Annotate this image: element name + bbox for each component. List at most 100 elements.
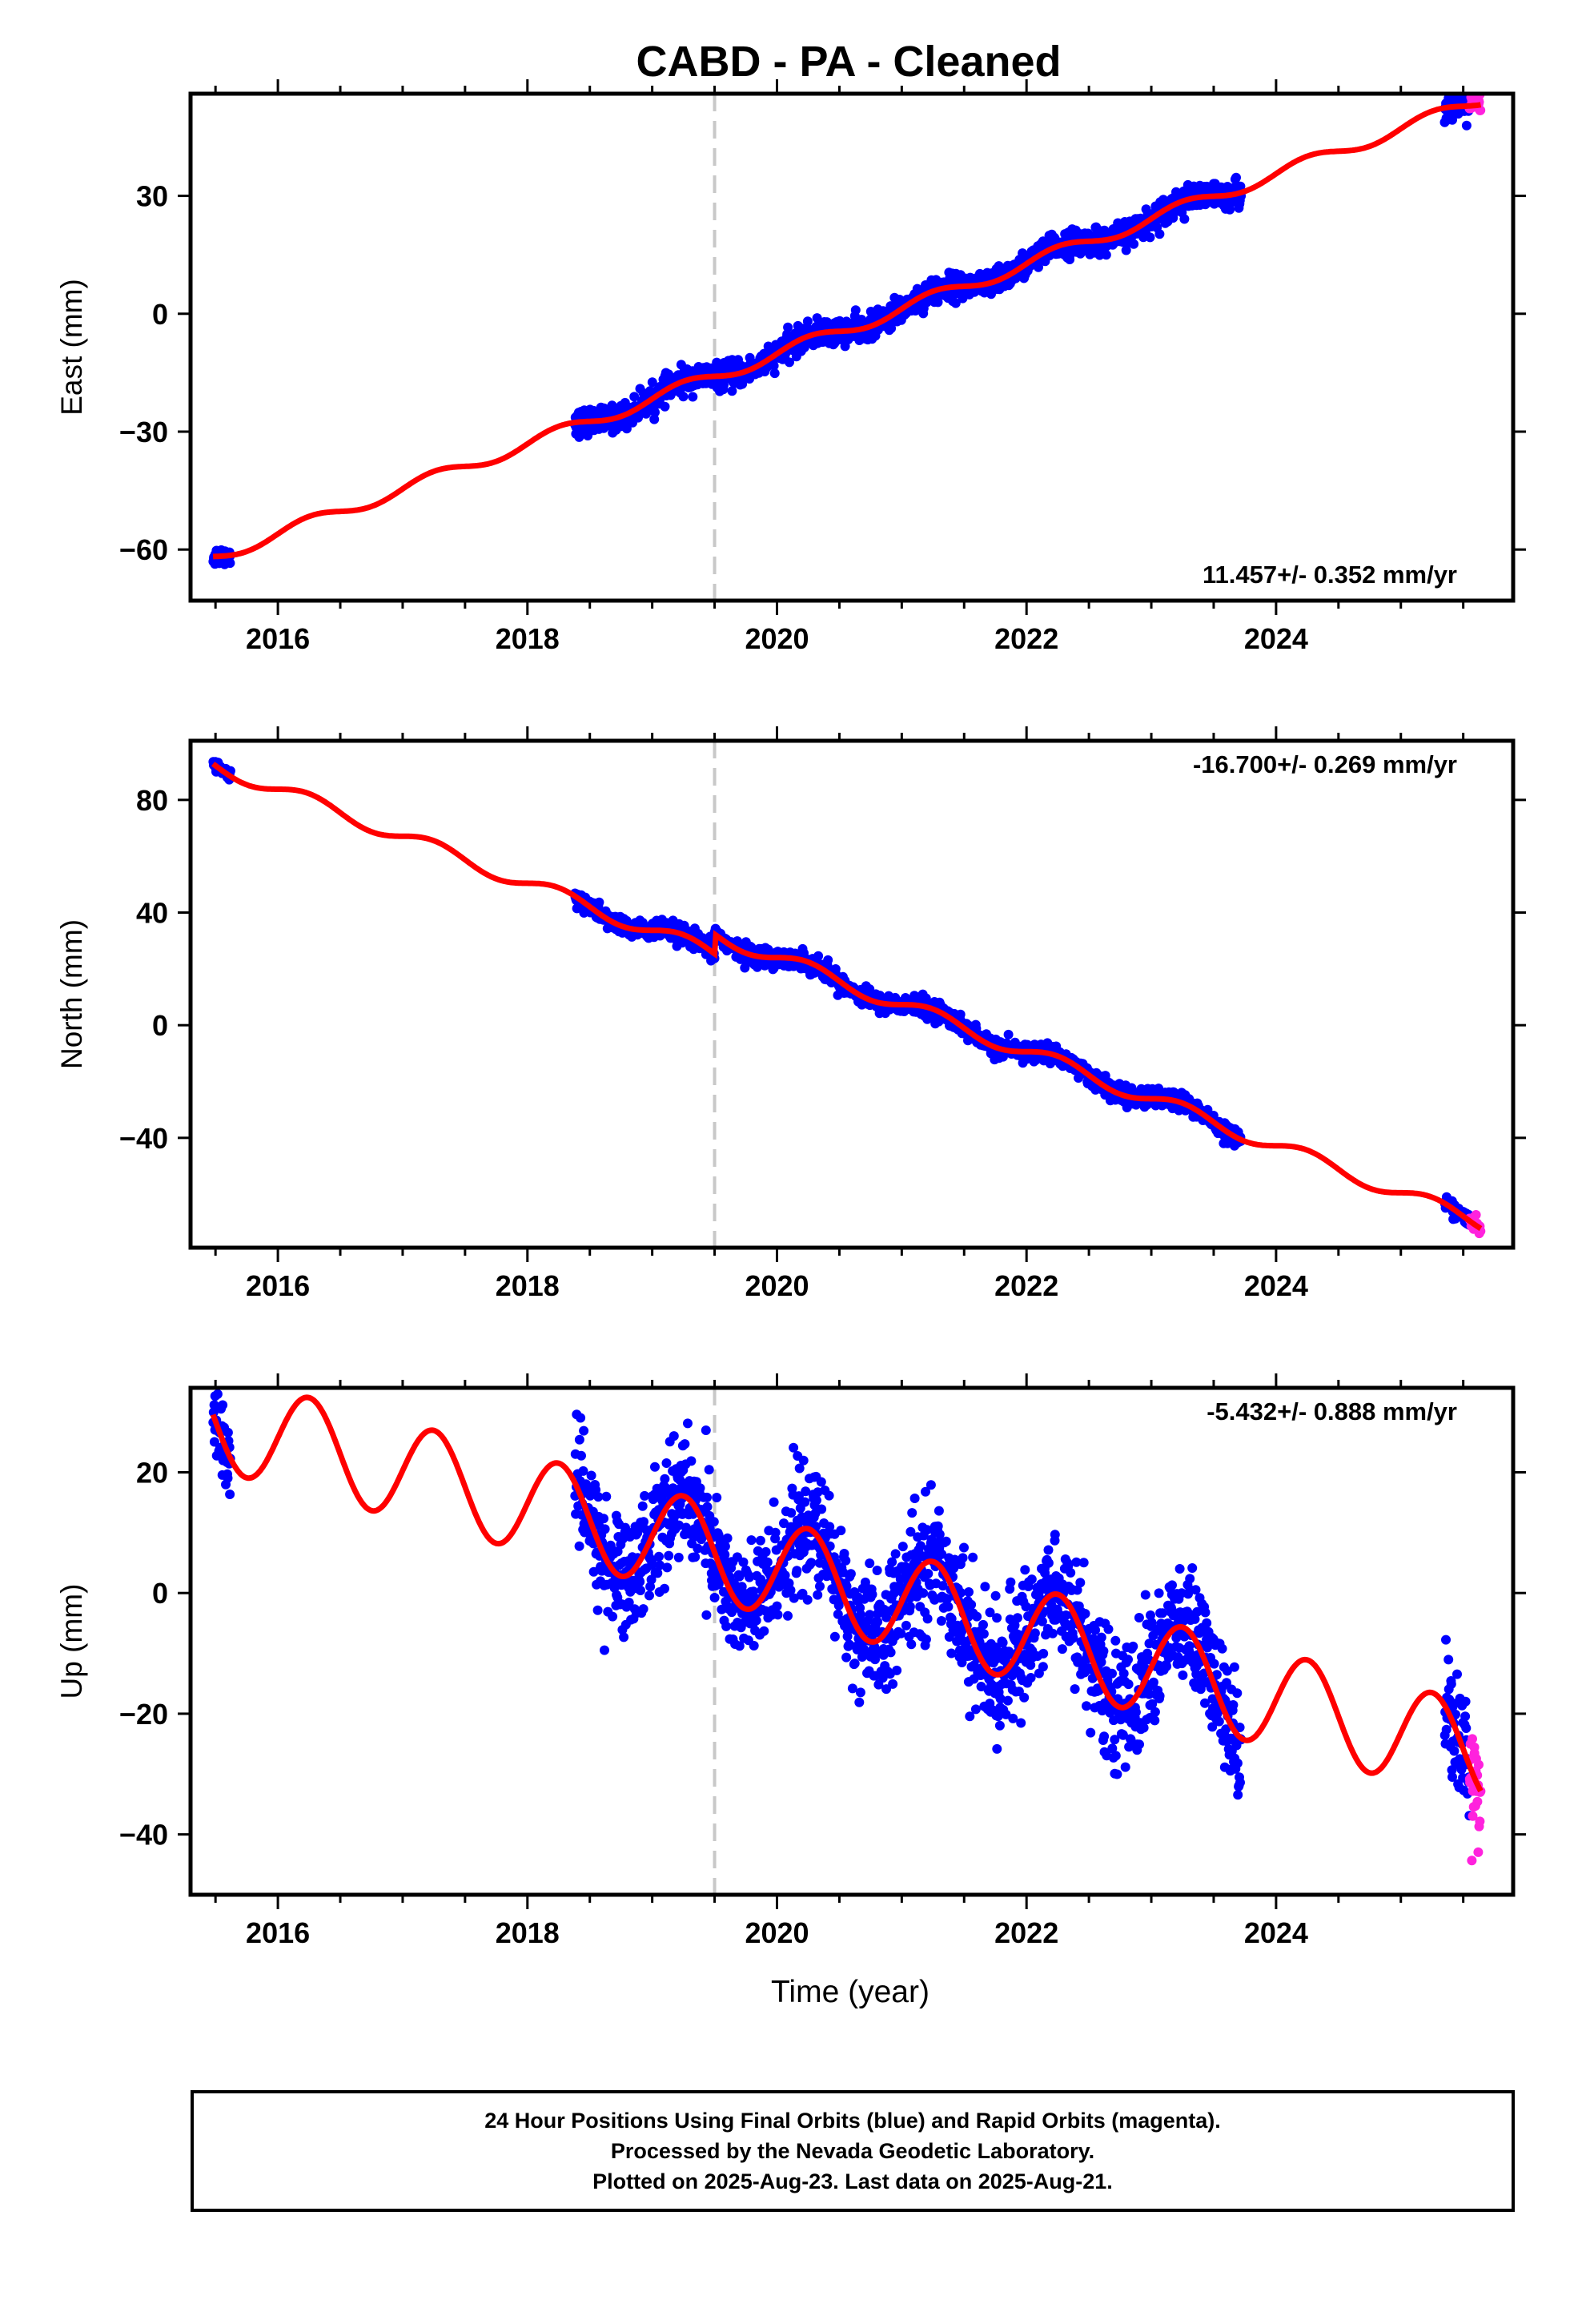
data-point bbox=[738, 1557, 749, 1567]
data-point bbox=[601, 1491, 612, 1502]
data-point bbox=[1068, 1633, 1078, 1642]
data-point bbox=[592, 1605, 603, 1615]
data-point bbox=[854, 1697, 865, 1707]
data-point bbox=[1026, 1660, 1036, 1671]
x-tick-label: 2016 bbox=[246, 622, 310, 655]
data-point bbox=[965, 1711, 975, 1722]
data-point bbox=[789, 1593, 799, 1603]
data-point bbox=[636, 1586, 645, 1595]
data-point bbox=[1461, 120, 1472, 131]
data-point bbox=[1086, 1727, 1096, 1738]
data-point bbox=[1235, 181, 1246, 191]
data-point bbox=[1123, 1679, 1134, 1690]
data-point bbox=[1040, 1568, 1050, 1578]
data-point bbox=[704, 1465, 714, 1475]
y-tick-label: −30 bbox=[119, 416, 168, 448]
data-point bbox=[680, 1439, 690, 1449]
data-point bbox=[992, 1743, 1002, 1754]
data-point bbox=[1118, 1730, 1128, 1740]
data-point bbox=[1047, 1628, 1058, 1638]
data-point bbox=[1118, 1668, 1129, 1679]
data-point bbox=[1110, 1751, 1121, 1761]
plot-area-up bbox=[208, 1388, 1486, 1895]
data-point bbox=[1038, 1662, 1048, 1672]
data-point bbox=[746, 1535, 757, 1546]
data-point bbox=[749, 1641, 759, 1651]
data-point bbox=[1124, 1742, 1134, 1752]
panel-frame bbox=[188, 738, 1516, 1250]
data-point bbox=[907, 1508, 917, 1518]
data-point bbox=[950, 298, 961, 308]
data-point bbox=[980, 1582, 990, 1592]
data-point bbox=[1006, 1577, 1016, 1587]
data-point bbox=[1123, 1655, 1133, 1665]
data-point bbox=[793, 1491, 804, 1502]
data-point bbox=[701, 1610, 712, 1620]
data-point bbox=[755, 1535, 765, 1546]
x-tick-label: 2024 bbox=[1244, 622, 1308, 655]
data-point bbox=[1096, 1632, 1106, 1642]
data-point bbox=[1107, 1743, 1118, 1754]
data-point bbox=[734, 1641, 745, 1651]
data-point bbox=[1120, 1762, 1130, 1772]
y-tick-label: 80 bbox=[136, 784, 168, 817]
data-point bbox=[845, 1569, 856, 1579]
data-point bbox=[890, 1549, 901, 1559]
data-point bbox=[678, 392, 689, 402]
model-curve bbox=[212, 102, 1482, 560]
data-point bbox=[1026, 1574, 1037, 1585]
data-point bbox=[1112, 1769, 1122, 1779]
data-point bbox=[638, 1604, 648, 1614]
data-point bbox=[991, 1642, 1002, 1653]
data-point bbox=[887, 1557, 897, 1567]
data-point bbox=[802, 316, 813, 327]
data-point bbox=[972, 1611, 982, 1622]
x-tick-label: 2024 bbox=[1244, 1269, 1308, 1302]
data-point bbox=[1043, 1545, 1054, 1555]
data-point bbox=[1061, 1610, 1071, 1620]
data-point bbox=[823, 955, 833, 965]
data-point bbox=[673, 1552, 684, 1562]
data-point bbox=[1128, 1641, 1138, 1651]
data-point bbox=[865, 1610, 875, 1620]
data-point bbox=[654, 1551, 664, 1562]
data-point bbox=[599, 1514, 608, 1524]
data-point bbox=[872, 1566, 882, 1575]
data-point bbox=[1103, 1624, 1114, 1634]
data-point bbox=[650, 1462, 660, 1472]
data-point bbox=[897, 1542, 908, 1552]
data-point bbox=[836, 1526, 846, 1536]
data-point bbox=[649, 414, 660, 424]
data-point bbox=[1078, 1558, 1089, 1568]
data-point bbox=[915, 1541, 926, 1551]
data-point bbox=[759, 1626, 769, 1636]
data-point bbox=[867, 1590, 877, 1599]
data-point bbox=[639, 1517, 648, 1527]
data-point bbox=[650, 407, 660, 417]
data-point bbox=[800, 1497, 810, 1507]
y-tick-label: −60 bbox=[119, 533, 168, 566]
data-point bbox=[1071, 1557, 1082, 1567]
data-point bbox=[1109, 1715, 1118, 1726]
data-point bbox=[225, 558, 235, 569]
data-point bbox=[734, 1571, 745, 1582]
data-point bbox=[946, 1614, 957, 1624]
data-point bbox=[1090, 1625, 1101, 1635]
data-point bbox=[1008, 1713, 1018, 1723]
data-point bbox=[727, 386, 737, 396]
data-point bbox=[586, 1470, 596, 1481]
data-point bbox=[966, 1599, 977, 1610]
data-point bbox=[785, 1585, 796, 1595]
figure-title: CABD - PA - Cleaned bbox=[636, 38, 1061, 86]
data-point bbox=[621, 424, 632, 434]
data-point bbox=[574, 1541, 584, 1551]
data-point bbox=[1075, 1578, 1086, 1588]
data-point bbox=[905, 1602, 915, 1612]
y-tick-label: 0 bbox=[152, 1009, 168, 1042]
data-point bbox=[829, 1631, 840, 1642]
data-point bbox=[978, 1629, 989, 1639]
data-point bbox=[921, 1634, 931, 1645]
data-point bbox=[218, 1400, 228, 1410]
